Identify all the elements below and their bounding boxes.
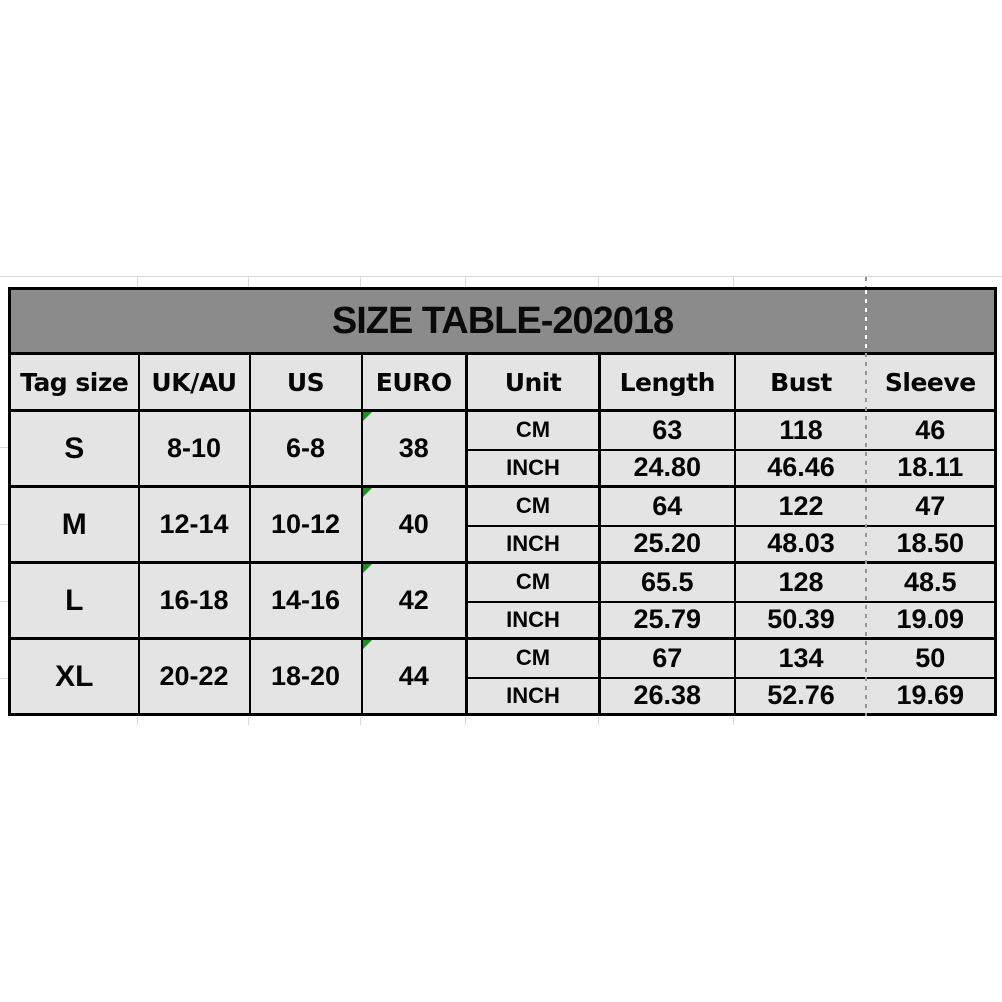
unit-cm-cell: CM: [465, 637, 601, 679]
euro-value: 44: [398, 661, 429, 691]
sleeve-inch-cell: 18.50: [866, 524, 997, 564]
unit-inch-cell: INCH: [465, 448, 601, 488]
excel-gridline: [598, 277, 599, 287]
unit-inch-cell: INCH: [465, 600, 601, 640]
sleeve-cm-cell: 47: [866, 485, 997, 527]
table-row: INCH 25.20 48.03 18.50: [10, 524, 997, 564]
length-inch-cell: 24.80: [598, 448, 736, 488]
bust-cm-cell: 128: [733, 561, 867, 603]
bust-cm-cell: 118: [733, 409, 867, 451]
excel-gridline: [137, 717, 138, 725]
bust-inch-cell: 46.46: [733, 448, 867, 488]
bust-inch-cell: 48.03: [733, 524, 867, 564]
excel-gridline: [0, 524, 8, 525]
tag-size-cell: XL: [8, 637, 140, 716]
table-title: SIZE TABLE-202018: [8, 287, 997, 355]
green-corner-triangle-icon: [363, 641, 372, 649]
length-cm-cell: 64: [598, 485, 736, 527]
header-cell-unit: Unit: [465, 352, 601, 412]
length-inch-cell: 26.38: [598, 676, 736, 716]
excel-gridline: [465, 717, 466, 725]
us-cell: 14-16: [248, 561, 363, 640]
ukau-cell: 20-22: [137, 637, 251, 716]
euro-value: 40: [398, 509, 429, 539]
sleeve-inch-cell: 19.69: [866, 676, 997, 716]
sleeve-cm-cell: 46: [866, 409, 997, 451]
header-cell-length: Length: [598, 352, 736, 412]
sleeve-inch-cell: 18.11: [866, 448, 997, 488]
header-cell-bust: Bust: [733, 352, 867, 412]
table-row: L 16-18 14-16 42 CM 65.5 128 48.5: [8, 561, 997, 640]
bust-inch-cell: 50.39: [733, 600, 867, 640]
length-inch-cell: 25.79: [598, 600, 736, 640]
table-row: INCH 25.79 50.39 19.09: [10, 600, 997, 640]
header-cell-sleeve: Sleeve: [866, 352, 997, 412]
sleeve-cm-cell: 50: [866, 637, 997, 679]
table-row: M 12-14 10-12 40 CM 64 122 47: [8, 485, 997, 564]
excel-gridline: [360, 277, 361, 287]
sleeve-cm-cell: 48.5: [866, 561, 997, 603]
length-cm-cell: 67: [598, 637, 736, 679]
us-cell: 10-12: [248, 485, 363, 564]
ukau-cell: 8-10: [137, 409, 251, 488]
euro-value: 38: [398, 433, 429, 463]
excel-gridline: [733, 717, 734, 725]
euro-cell: 40: [360, 485, 468, 564]
unit-cm-cell: CM: [465, 485, 601, 527]
header-cell-uk-au: UK/AU: [137, 352, 251, 412]
excel-gridline: [733, 277, 734, 287]
ukau-cell: 12-14: [137, 485, 251, 564]
green-corner-triangle-icon: [363, 413, 372, 421]
tag-size-cell: M: [8, 485, 140, 564]
length-cm-cell: 65.5: [598, 561, 736, 603]
excel-gridline: [598, 717, 599, 725]
excel-gridline: [0, 601, 8, 602]
excel-gridline: [137, 277, 138, 287]
us-cell: 18-20: [248, 637, 363, 716]
table-row: INCH 26.38 52.76 19.69: [10, 676, 997, 716]
unit-cm-cell: CM: [465, 561, 601, 603]
table-row: XL 20-22 18-20 44 CM 67 134 50: [8, 637, 997, 716]
length-inch-cell: 25.20: [598, 524, 736, 564]
header-cell-tag-size: Tag size: [8, 352, 140, 412]
green-corner-triangle-icon: [363, 489, 372, 497]
unit-inch-cell: INCH: [465, 524, 601, 564]
size-table: SIZE TABLE-202018 Tag size UK/AU US EURO…: [8, 287, 998, 716]
bust-inch-cell: 52.76: [733, 676, 867, 716]
excel-gridline: [248, 277, 249, 287]
excel-gridline: [0, 447, 8, 448]
page-break-dashed-line: [865, 290, 867, 350]
header-cell-us: US: [248, 352, 363, 412]
page-break-dashed-line: [865, 353, 867, 716]
sleeve-inch-cell: 19.09: [866, 600, 997, 640]
bust-cm-cell: 134: [733, 637, 867, 679]
excel-gridline: [465, 277, 466, 287]
title-row: SIZE TABLE-202018: [8, 287, 997, 355]
us-cell: 6-8: [248, 409, 363, 488]
tag-size-cell: L: [8, 561, 140, 640]
ukau-cell: 16-18: [137, 561, 251, 640]
header-row: Tag size UK/AU US EURO Unit Length Bust …: [8, 352, 997, 412]
tag-size-cell: S: [8, 409, 140, 488]
excel-gridline: [0, 276, 1002, 277]
table-row: INCH 24.80 46.46 18.11: [10, 448, 997, 488]
euro-cell: 42: [360, 561, 468, 640]
excel-gridline: [0, 678, 8, 679]
bust-cm-cell: 122: [733, 485, 867, 527]
excel-gridline: [248, 717, 249, 725]
euro-cell: 44: [360, 637, 468, 716]
euro-value: 42: [398, 585, 429, 615]
green-corner-triangle-icon: [363, 565, 372, 573]
euro-cell: 38: [360, 409, 468, 488]
unit-cm-cell: CM: [465, 409, 601, 451]
length-cm-cell: 63: [598, 409, 736, 451]
header-cell-euro: EURO: [360, 352, 468, 412]
excel-gridline: [360, 717, 361, 725]
page-break-dashed-line: [865, 277, 867, 287]
table-row: S 8-10 6-8 38 CM 63 118 46: [8, 409, 997, 488]
unit-inch-cell: INCH: [465, 676, 601, 716]
